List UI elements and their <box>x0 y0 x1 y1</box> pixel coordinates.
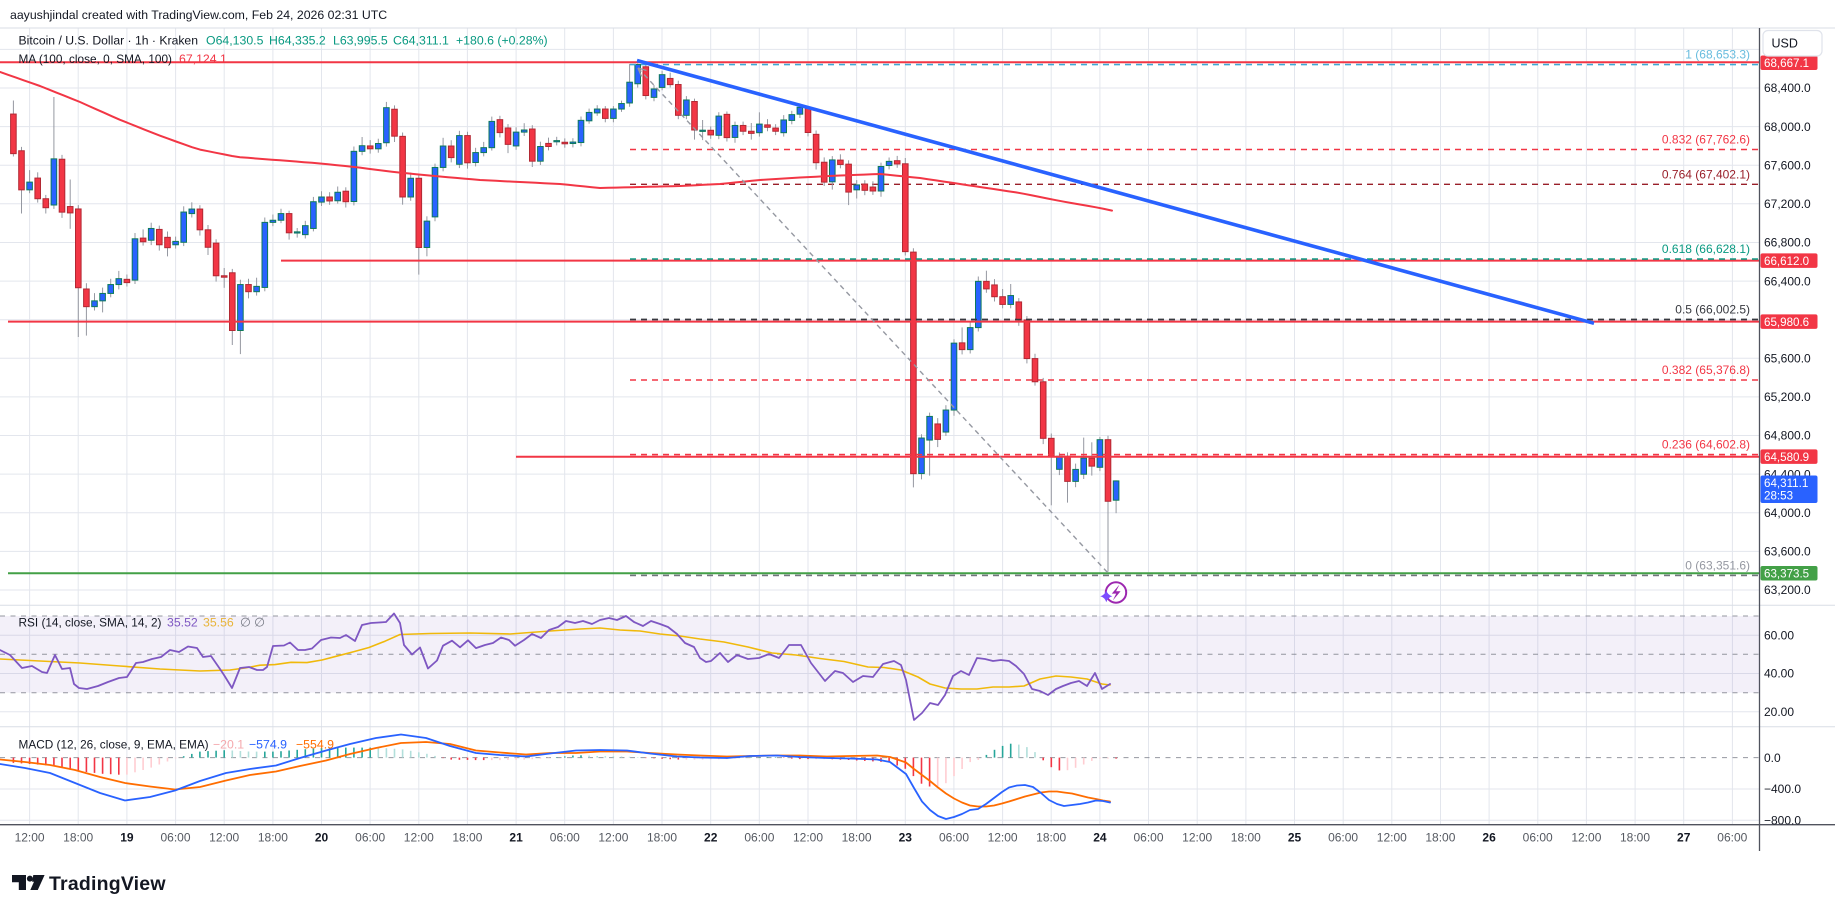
svg-text:0.5 (66,002.5): 0.5 (66,002.5) <box>1675 303 1750 317</box>
svg-text:64,800.0: 64,800.0 <box>1764 429 1811 443</box>
svg-text:06:00: 06:00 <box>1717 831 1747 845</box>
svg-text:MA (100, close, 0, SMA, 100): MA (100, close, 0, SMA, 100) <box>19 52 173 66</box>
svg-text:40.00: 40.00 <box>1764 667 1794 681</box>
svg-text:60.00: 60.00 <box>1764 628 1794 642</box>
svg-text:18:00: 18:00 <box>1036 831 1066 845</box>
svg-text:−554.9: −554.9 <box>296 738 334 752</box>
svg-text:68,400.0: 68,400.0 <box>1764 81 1811 95</box>
svg-text:68,667.1: 68,667.1 <box>1764 57 1809 70</box>
svg-text:USD: USD <box>1772 37 1798 51</box>
svg-text:64,000.0: 64,000.0 <box>1764 506 1811 520</box>
svg-text:63,600.0: 63,600.0 <box>1764 545 1811 559</box>
svg-text:−400.0: −400.0 <box>1764 782 1801 796</box>
svg-text:0.0: 0.0 <box>1764 751 1781 765</box>
svg-text:06:00: 06:00 <box>355 831 385 845</box>
svg-text:18:00: 18:00 <box>258 831 288 845</box>
svg-text:12:00: 12:00 <box>793 831 823 845</box>
svg-text:MACD (12, 26, close, 9, EMA, E: MACD (12, 26, close, 9, EMA, EMA) <box>19 738 209 752</box>
svg-text:22: 22 <box>704 831 718 845</box>
svg-text:65,980.6: 65,980.6 <box>1764 316 1809 329</box>
svg-text:06:00: 06:00 <box>1133 831 1163 845</box>
svg-text:12:00: 12:00 <box>404 831 434 845</box>
svg-text:+180.6 (+0.28%): +180.6 (+0.28%) <box>456 34 548 48</box>
svg-text:66,800.0: 66,800.0 <box>1764 236 1811 250</box>
svg-text:65,200.0: 65,200.0 <box>1764 390 1811 404</box>
svg-text:TradingView: TradingView <box>49 873 166 895</box>
svg-text:−574.9: −574.9 <box>249 738 287 752</box>
svg-text:0 (63,351.6): 0 (63,351.6) <box>1685 558 1750 572</box>
svg-text:12:00: 12:00 <box>598 831 628 845</box>
svg-text:06:00: 06:00 <box>1328 831 1358 845</box>
svg-text:1 (68,653.3): 1 (68,653.3) <box>1685 48 1750 62</box>
svg-text:aayushjindal created with Trad: aayushjindal created with TradingView.co… <box>10 8 387 22</box>
svg-text:67,600.0: 67,600.0 <box>1764 158 1811 172</box>
svg-text:12:00: 12:00 <box>1377 831 1407 845</box>
svg-text:65,600.0: 65,600.0 <box>1764 352 1811 366</box>
svg-text:27: 27 <box>1677 831 1691 845</box>
svg-text:0.618 (66,628.1): 0.618 (66,628.1) <box>1662 242 1750 256</box>
svg-text:35.52: 35.52 <box>167 616 198 630</box>
svg-text:−800.0: −800.0 <box>1764 814 1801 828</box>
svg-text:64,311.1: 64,311.1 <box>1764 477 1808 490</box>
svg-text:66,400.0: 66,400.0 <box>1764 274 1811 288</box>
svg-text:20.00: 20.00 <box>1764 705 1794 719</box>
svg-text:18:00: 18:00 <box>452 831 482 845</box>
svg-text:L63,995.5: L63,995.5 <box>333 34 388 48</box>
svg-text:12:00: 12:00 <box>988 831 1018 845</box>
svg-text:C64,311.1: C64,311.1 <box>393 34 449 48</box>
svg-text:18:00: 18:00 <box>63 831 93 845</box>
svg-text:64,580.9: 64,580.9 <box>1764 451 1809 464</box>
svg-text:12:00: 12:00 <box>209 831 239 845</box>
svg-text:Bitcoin / U.S. Dollar · 1h · K: Bitcoin / U.S. Dollar · 1h · Kraken <box>19 34 199 48</box>
svg-text:0.832 (67,762.6): 0.832 (67,762.6) <box>1662 133 1750 147</box>
svg-text:18:00: 18:00 <box>1231 831 1261 845</box>
svg-text:19: 19 <box>120 831 134 845</box>
svg-text:0.382 (65,376.8): 0.382 (65,376.8) <box>1662 363 1750 377</box>
svg-text:21: 21 <box>509 831 523 845</box>
svg-text:66,612.0: 66,612.0 <box>1764 255 1809 268</box>
svg-text:18:00: 18:00 <box>842 831 872 845</box>
svg-text:35.56: 35.56 <box>203 616 234 630</box>
svg-text:25: 25 <box>1288 831 1302 845</box>
svg-text:67,124.1: 67,124.1 <box>179 52 227 66</box>
svg-text:0.764 (67,402.1): 0.764 (67,402.1) <box>1662 167 1750 181</box>
svg-text:20: 20 <box>315 831 329 845</box>
svg-text:18:00: 18:00 <box>1425 831 1455 845</box>
svg-text:18:00: 18:00 <box>647 831 677 845</box>
svg-text:12:00: 12:00 <box>1182 831 1212 845</box>
svg-text:H64,335.2: H64,335.2 <box>269 34 326 48</box>
svg-text:24: 24 <box>1093 831 1107 845</box>
svg-text:RSI (14, close, SMA, 14, 2): RSI (14, close, SMA, 14, 2) <box>19 616 162 630</box>
svg-text:67,200.0: 67,200.0 <box>1764 197 1811 211</box>
svg-text:−20.1: −20.1 <box>213 738 244 752</box>
svg-text:12:00: 12:00 <box>1571 831 1601 845</box>
svg-text:12:00: 12:00 <box>15 831 45 845</box>
svg-text:63,200.0: 63,200.0 <box>1764 583 1811 597</box>
svg-text:06:00: 06:00 <box>1523 831 1553 845</box>
svg-text:68,000.0: 68,000.0 <box>1764 120 1811 134</box>
svg-text:18:00: 18:00 <box>1620 831 1650 845</box>
svg-text:06:00: 06:00 <box>550 831 580 845</box>
svg-text:28:53: 28:53 <box>1764 490 1793 503</box>
svg-text:23: 23 <box>899 831 913 845</box>
svg-text:63,373.5: 63,373.5 <box>1764 568 1809 581</box>
svg-text:26: 26 <box>1482 831 1496 845</box>
svg-text:06:00: 06:00 <box>939 831 969 845</box>
svg-text:O64,130.5: O64,130.5 <box>206 34 264 48</box>
svg-text:06:00: 06:00 <box>160 831 190 845</box>
svg-text:∅ ∅: ∅ ∅ <box>240 616 265 630</box>
svg-text:06:00: 06:00 <box>744 831 774 845</box>
svg-text:0.236 (64,602.8): 0.236 (64,602.8) <box>1662 438 1750 452</box>
